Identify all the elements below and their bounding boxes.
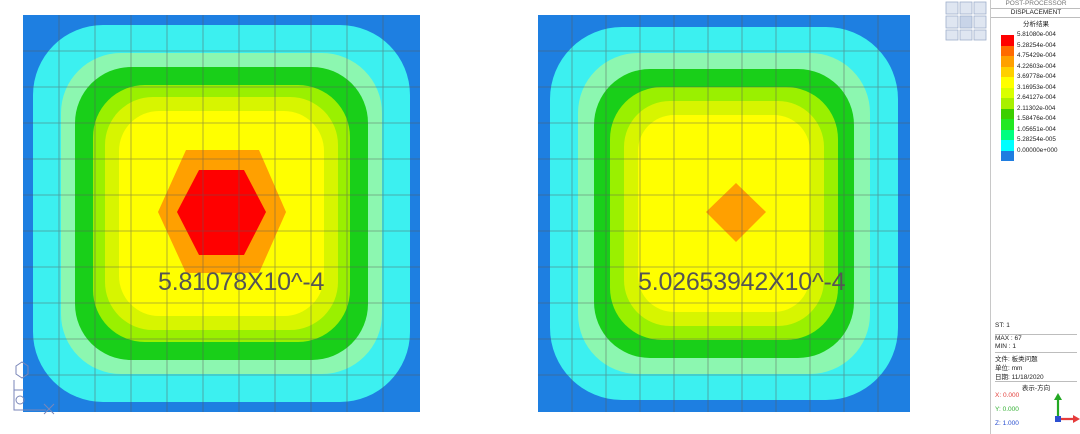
scale-swatch — [1001, 98, 1014, 109]
scale-label: 2.64127e-004 — [1017, 94, 1056, 101]
legend-header-top: POST-PROCESSOR — [991, 0, 1080, 9]
scale-label: 3.16953e-004 — [1017, 83, 1056, 91]
scale-swatch — [1001, 87, 1014, 98]
legend-subtitle: 分析结果 — [1023, 21, 1049, 28]
view-cube-icon[interactable] — [944, 0, 988, 42]
scale-label: 3.69778e-004 — [1017, 73, 1056, 80]
scale-label: 5.81080e-004 — [1017, 31, 1056, 38]
legend-y-direction: Y: 0.000 — [995, 406, 1019, 413]
scale-swatch — [1001, 35, 1014, 46]
scale-swatch — [1001, 129, 1014, 140]
max-displacement-label-left: 5.81078X10^-4 — [158, 268, 325, 296]
displacement-contour-plot-left[interactable]: 5.81078X10^-4 — [23, 15, 420, 412]
scale-label: 5.28254e-004 — [1017, 41, 1056, 49]
legend-date: 日期: 11/18/2020 — [995, 374, 1044, 381]
legend-z-direction: Z: 1.000 — [995, 420, 1019, 427]
scale-swatch — [1001, 66, 1014, 77]
legend-view-direction: 表示-方向 — [995, 381, 1077, 392]
legend-x-direction: X: 0.000 — [995, 392, 1020, 399]
legend-step: ST: 1 — [995, 322, 1010, 329]
scale-label: 4.22603e-004 — [1017, 62, 1056, 70]
legend-unit: 单位: mm — [995, 365, 1023, 372]
legend-file: 文件: 板类问题 — [995, 352, 1077, 363]
scale-swatch — [1001, 108, 1014, 119]
scale-label: 1.58476e-004 — [1017, 115, 1056, 122]
displacement-contour-plot-right[interactable]: 5.02653942X10^-4 — [538, 15, 910, 412]
scale-swatch — [1001, 45, 1014, 56]
scale-swatch — [1001, 150, 1014, 161]
contour-legend-panel: POST-PROCESSOR DISPLACEMENT 分析结果 5.81080… — [990, 0, 1080, 434]
scale-label: 5.28254e-005 — [1017, 136, 1056, 143]
scale-swatch — [1001, 119, 1014, 130]
scale-label: 0.00000e+000 — [1017, 146, 1058, 154]
scale-label: 2.11302e-004 — [1017, 104, 1056, 112]
legend-min: MIN : 1 — [995, 343, 1016, 350]
scale-swatch — [1001, 77, 1014, 88]
axis-triad-icon — [1046, 393, 1080, 427]
legend-header: DISPLACEMENT — [991, 9, 1080, 18]
scale-swatch — [1001, 56, 1014, 67]
legend-max: MAX : 67 — [995, 334, 1077, 342]
scale-swatch — [1001, 140, 1014, 151]
scale-label: 4.75429e-004 — [1017, 52, 1056, 59]
coordinate-system-icon — [6, 360, 68, 422]
max-displacement-label-right: 5.02653942X10^-4 — [638, 268, 846, 296]
scale-label: 1.05651e-004 — [1017, 125, 1056, 133]
